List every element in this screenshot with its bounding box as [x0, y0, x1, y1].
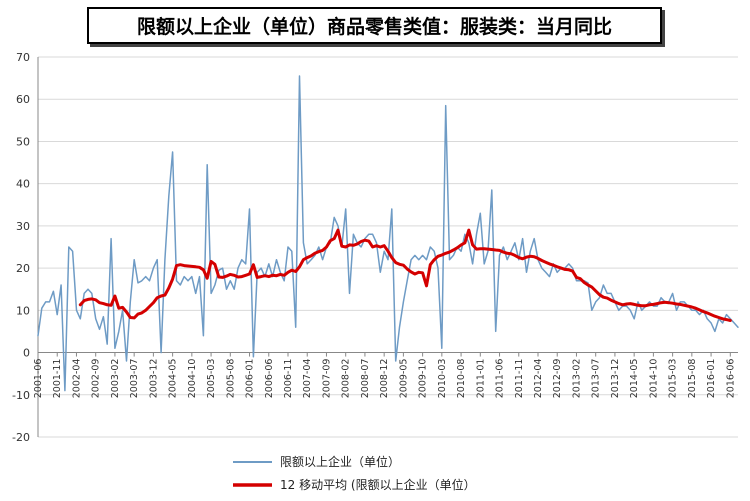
- y-tick-label: 10: [16, 304, 30, 317]
- x-tick-label: 2013-12: [610, 359, 621, 399]
- x-tick-label: 2013-07: [591, 359, 602, 399]
- x-tick-label: 2009-10: [418, 359, 429, 399]
- x-tick-label: 2004-10: [187, 359, 198, 399]
- x-tick-label: 2012-09: [552, 359, 563, 399]
- x-tick-label: 2010-03: [437, 359, 448, 399]
- y-tick-label: -20: [12, 431, 30, 444]
- x-tick-label: 2016-06: [725, 359, 736, 399]
- x-tick-label: 2014-05: [629, 359, 640, 399]
- x-tick-label: 2008-12: [379, 359, 390, 399]
- y-tick-label: 70: [16, 51, 30, 64]
- x-tick-label: 2013-02: [571, 359, 582, 399]
- x-tick-label: 2001-06: [33, 359, 44, 399]
- x-tick-label: 2003-07: [129, 359, 140, 399]
- y-tick-label: 40: [16, 178, 30, 191]
- x-tick-label: 2008-02: [341, 359, 352, 399]
- x-tick-label: 2004-05: [168, 359, 179, 399]
- y-tick-label: -10: [12, 389, 30, 402]
- y-tick-label: 20: [16, 262, 30, 275]
- y-tick-label: 60: [16, 93, 30, 106]
- series-line-moving-average: [78, 228, 732, 322]
- x-tick-label: 2011-11: [514, 359, 525, 399]
- x-tick-label: 2015-03: [668, 359, 679, 399]
- x-tick-label: 2015-08: [687, 359, 698, 399]
- x-tick-label: 2001-11: [52, 359, 63, 399]
- x-tick-label: 2014-10: [648, 359, 659, 399]
- x-tick-label: 2006-06: [264, 359, 275, 399]
- x-tick-label: 2005-03: [206, 359, 217, 399]
- x-tick-label: 2008-07: [360, 359, 371, 399]
- series-line-monthly: [37, 75, 739, 392]
- x-tick-label: 2009-05: [398, 359, 409, 399]
- x-tick-label: 2011-06: [495, 359, 506, 399]
- x-tick-label: 2007-04: [302, 359, 313, 399]
- x-tick-label: 2003-02: [110, 359, 121, 399]
- x-tick-label: 2010-08: [456, 359, 467, 399]
- chart-title: 限额以上企业（单位）商品零售类值：服装类：当月同比: [136, 16, 612, 38]
- legend: 限额以上企业（单位） 12 移动平均 (限额以上企业（单位）: [233, 454, 476, 492]
- x-tick-label: 2011-01: [475, 359, 486, 399]
- chart-title-box: 限额以上企业（单位）商品零售类值：服装类：当月同比: [87, 7, 662, 44]
- x-tick-label: 2006-01: [245, 359, 256, 399]
- legend-label: 限额以上企业（单位）: [280, 454, 400, 469]
- y-axis: -20 -10 0 10 20 30 40 50 60 70: [12, 51, 39, 444]
- x-tick-label: 2007-09: [321, 359, 332, 399]
- x-tick-label: 2016-01: [706, 359, 717, 399]
- y-tick-label: 30: [16, 220, 30, 233]
- x-axis: 2001-06 2001-11 2002-04 2002-09 2003-02 2003-…: [33, 352, 736, 399]
- x-tick-label: 2005-08: [225, 359, 236, 399]
- y-tick-label: 50: [16, 135, 30, 148]
- x-tick-label: 2012-04: [533, 359, 544, 399]
- x-tick-label: 2002-09: [91, 359, 102, 399]
- x-tick-label: 2003-12: [148, 359, 159, 399]
- grid-lines: [38, 56, 738, 438]
- x-tick-label: 2002-04: [71, 359, 82, 399]
- legend-label: 12 移动平均 (限额以上企业（单位）: [280, 477, 476, 492]
- series-layer: [37, 75, 739, 392]
- x-tick-label: 2006-11: [283, 359, 294, 399]
- y-tick-label: 0: [23, 347, 30, 360]
